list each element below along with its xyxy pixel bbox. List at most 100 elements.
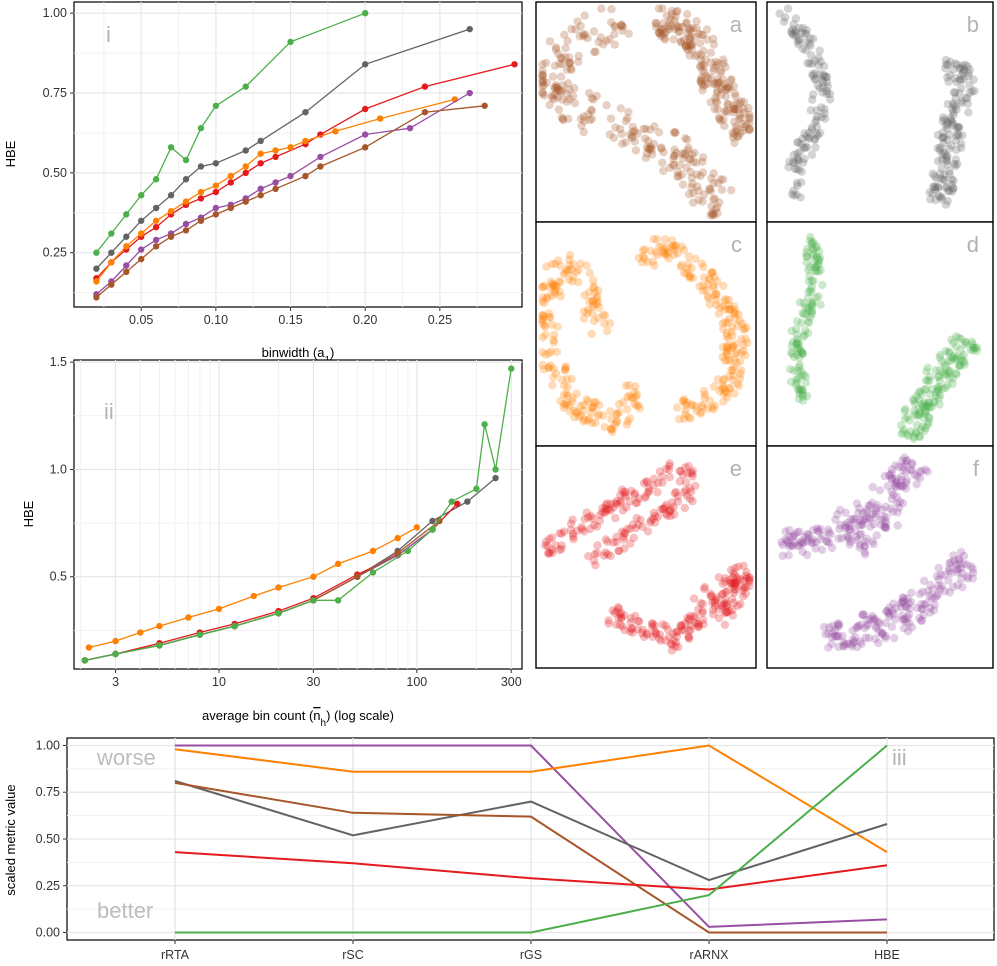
embedding-point — [662, 243, 671, 252]
x-tick-label: 100 — [406, 675, 427, 689]
embedding-point — [544, 363, 554, 372]
embedding-point — [685, 38, 694, 47]
embedding-point — [606, 114, 616, 123]
embedding-point — [685, 154, 695, 164]
embedding-point — [795, 540, 804, 550]
embedding-point — [948, 379, 957, 389]
embedding-point — [801, 303, 810, 312]
embedding-point — [733, 132, 742, 141]
embedding-point — [917, 390, 926, 399]
embedding-point — [785, 525, 794, 535]
data-point — [413, 524, 421, 531]
embedding-point — [690, 32, 700, 42]
embedding-point — [719, 55, 728, 64]
embedding-point — [817, 103, 826, 112]
embedding-point — [793, 37, 802, 46]
embedding-point — [868, 611, 877, 621]
embedding-point — [887, 494, 897, 504]
data-point — [167, 233, 175, 240]
embedding-point — [724, 304, 733, 314]
embedding-point — [557, 113, 566, 122]
data-point — [257, 160, 264, 167]
embedding-point — [869, 616, 878, 625]
embedding-point — [631, 146, 641, 155]
data-point — [138, 192, 145, 199]
embedding-point — [873, 501, 882, 510]
embedding-point — [566, 519, 576, 528]
embedding-point — [693, 50, 702, 59]
embedding-point — [864, 620, 873, 629]
embedding-point — [584, 110, 593, 119]
embedding-point — [858, 520, 867, 530]
embedding-point — [565, 255, 574, 264]
embedding-point — [858, 509, 867, 518]
embedding-point — [551, 285, 560, 294]
embedding-point — [623, 392, 632, 402]
embedding-point — [565, 407, 574, 416]
embedding-point — [951, 560, 961, 570]
embedding-point — [620, 611, 629, 620]
embedding-point — [945, 366, 955, 376]
embedding-point — [838, 631, 847, 641]
embedding-point — [938, 150, 947, 159]
embedding-point — [861, 508, 871, 517]
data-point — [257, 150, 264, 157]
embedding-point — [866, 501, 875, 510]
embedding-point — [606, 506, 615, 515]
embedding-point — [720, 107, 729, 116]
embedding-point — [918, 587, 927, 597]
embedding-point — [545, 100, 554, 110]
embedding-point — [727, 578, 737, 588]
data-point — [354, 573, 361, 580]
embedding-point — [720, 387, 730, 396]
embedding-point — [903, 613, 912, 622]
embedding-point — [960, 66, 969, 76]
embedding-point — [862, 534, 871, 543]
data-point — [182, 198, 190, 205]
embedding-point — [596, 33, 606, 42]
embedding-point — [932, 592, 941, 601]
embedding-point — [609, 503, 618, 512]
embedding-point — [959, 68, 968, 77]
embedding-point — [725, 305, 735, 314]
category-label: rARNX — [690, 948, 730, 962]
embedding-point — [912, 420, 922, 430]
embedding-point — [918, 422, 927, 431]
embedding-point — [914, 388, 924, 397]
embedding-point — [722, 332, 731, 341]
embedding-point — [960, 340, 969, 349]
embedding-point — [720, 608, 730, 618]
embedding-point — [793, 338, 802, 347]
embedding-point — [809, 250, 818, 259]
data-point — [481, 102, 488, 109]
embedding-point — [723, 99, 733, 109]
embedding-point — [673, 172, 682, 181]
data-point — [257, 192, 264, 199]
embedding-point — [589, 300, 598, 309]
embedding-point — [805, 39, 814, 48]
embedding-point — [659, 504, 668, 514]
embedding-point — [673, 167, 682, 177]
embedding-point — [730, 584, 739, 594]
embedding-point — [643, 527, 653, 536]
embedding-point — [732, 348, 742, 357]
embedding-point — [885, 471, 895, 480]
embedding-point — [628, 127, 638, 136]
embedding-point — [681, 410, 690, 419]
embedding-point — [713, 86, 722, 96]
data-point — [197, 188, 205, 196]
embedding-point — [743, 338, 752, 347]
embedding-point — [700, 393, 709, 403]
embedding-point — [590, 550, 599, 559]
embedding-point — [711, 290, 721, 299]
embedding-point — [818, 531, 828, 541]
embedding-point — [661, 464, 671, 474]
embedding-point — [587, 418, 597, 428]
embedding-point — [816, 57, 825, 66]
embedding-point — [632, 390, 642, 399]
embedding-point — [907, 458, 917, 467]
embedding-point — [794, 165, 804, 174]
embedding-point — [700, 68, 709, 78]
embedding-point — [594, 286, 603, 295]
embedding-point — [851, 633, 860, 642]
